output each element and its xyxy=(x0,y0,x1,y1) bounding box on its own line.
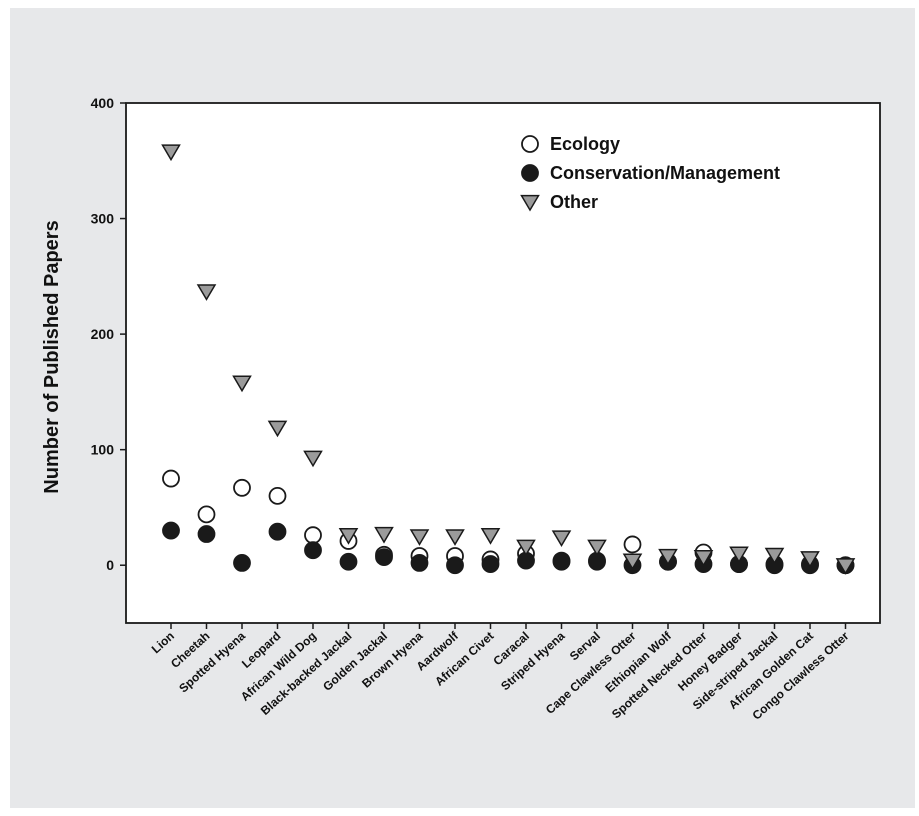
ecology-point xyxy=(197,505,216,524)
conservation-management-point xyxy=(481,555,500,573)
other-point xyxy=(800,551,820,568)
conservation-management-point xyxy=(268,522,287,541)
conservation-management-point xyxy=(304,541,322,560)
other-point xyxy=(232,375,252,393)
other-point xyxy=(551,530,572,548)
legend-ecology-label: Ecology xyxy=(550,134,620,154)
ecology-point xyxy=(268,486,287,505)
other-point xyxy=(374,526,394,544)
other-point xyxy=(267,420,288,438)
legend-ecology-marker xyxy=(521,135,539,153)
y-tick-label: 0 xyxy=(106,557,114,573)
conservation-management-point xyxy=(552,552,571,571)
other-point xyxy=(622,553,643,571)
conservation-management-point xyxy=(410,554,429,572)
other-point xyxy=(729,546,749,564)
conservation-management-point xyxy=(339,552,358,571)
other-point xyxy=(658,548,678,566)
other-point xyxy=(445,529,465,546)
y-tick-label: 100 xyxy=(91,442,115,458)
y-axis-title: Number of Published Papers xyxy=(41,220,63,493)
ecology-point xyxy=(304,526,322,545)
other-point xyxy=(764,547,785,565)
other-point xyxy=(303,450,323,468)
other-point xyxy=(480,528,501,545)
conservation-management-point xyxy=(446,556,464,575)
y-tick-label: 300 xyxy=(91,211,115,227)
ecology-point xyxy=(623,535,642,554)
plot-frame xyxy=(125,102,881,624)
conservation-management-point xyxy=(197,525,216,543)
legend: Ecology Conservation/Management Other xyxy=(520,134,780,212)
ecology-point xyxy=(233,478,251,497)
x-tick-label: Striped Hyena xyxy=(498,629,568,694)
other-point xyxy=(587,539,607,557)
conservation-management-point xyxy=(162,521,180,540)
x-tick-label: Lion xyxy=(149,629,177,656)
other-point xyxy=(409,529,430,546)
chart-panel: 0 100 200 300 400 Lion Cheetah Spotted Hyena Leo… xyxy=(10,8,915,808)
y-tick-label: 200 xyxy=(91,326,115,342)
conservation-management-point xyxy=(375,548,393,567)
ecology-point xyxy=(162,469,180,488)
conservation-management-point xyxy=(233,554,251,572)
y-tick-label: 400 xyxy=(91,95,115,111)
other-point xyxy=(196,284,217,301)
other-point xyxy=(516,539,536,557)
other-point xyxy=(835,558,856,575)
other-point xyxy=(693,550,714,567)
other-point xyxy=(161,144,181,162)
legend-conservation-management-label: Conservation/Management xyxy=(550,163,780,183)
legend-conservation-management-marker xyxy=(521,164,539,182)
legend-other-label: Other xyxy=(550,192,598,212)
other-point xyxy=(338,528,359,545)
data-points xyxy=(161,144,856,575)
legend-other-marker xyxy=(520,194,540,212)
